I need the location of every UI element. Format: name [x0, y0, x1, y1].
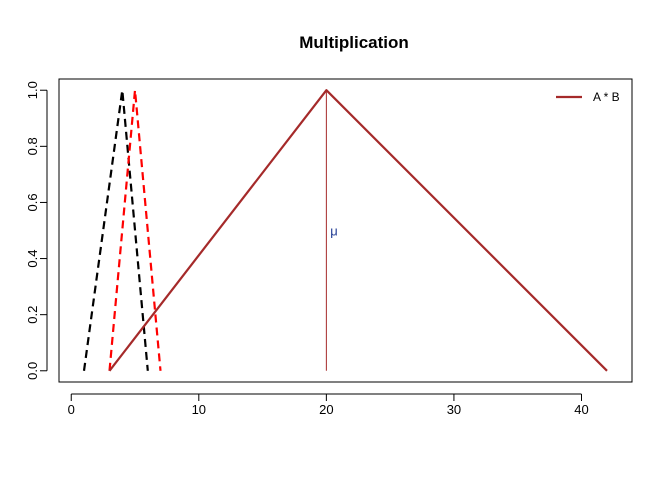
y-tick-label: 0.8 — [25, 137, 40, 155]
plot-frame — [58, 78, 633, 383]
y-axis: 0.0 0.2 0.4 0.6 0.8 1.0 — [25, 81, 48, 380]
x-tick-label: 30 — [447, 402, 461, 417]
annotation-layer: μ — [325, 90, 338, 371]
x-axis: 0 10 20 30 40 — [68, 393, 589, 417]
x-tick-label: 40 — [574, 402, 588, 417]
legend: A * B — [556, 90, 620, 104]
series-line-3 — [108, 89, 608, 372]
x-tick-label: 0 — [68, 402, 75, 417]
series-layer — [82, 89, 608, 372]
legend-label: A * B — [593, 90, 620, 104]
y-tick-label: 0.0 — [25, 362, 40, 380]
y-tick-label: 0.4 — [25, 250, 40, 268]
x-tick-label: 20 — [319, 402, 333, 417]
series-line-2 — [108, 89, 162, 371]
chart-title: Multiplication — [299, 33, 409, 52]
x-tick-label: 10 — [192, 402, 206, 417]
mu-label: μ — [330, 224, 338, 239]
y-tick-label: 0.6 — [25, 193, 40, 211]
y-tick-label: 1.0 — [25, 81, 40, 99]
series-line-1 — [82, 89, 149, 371]
y-tick-label: 0.2 — [25, 306, 40, 324]
